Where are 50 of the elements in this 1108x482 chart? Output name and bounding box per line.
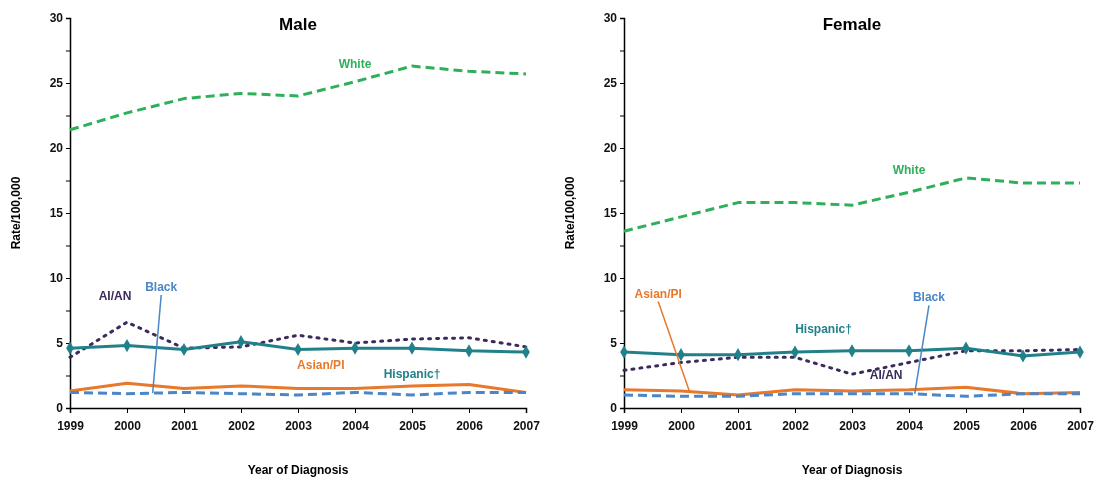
x-axis-title: Year of Diagnosis [801,463,903,477]
y-tick-label: 30 [49,11,64,26]
text: Black [912,290,946,305]
x-tick-label: 2002 [228,419,256,434]
x-tick-label: 2007 [1067,419,1095,434]
x-tick-label: 2003 [839,419,867,434]
y-tick-label: 15 [49,206,64,221]
series-label: Hispanic† [383,367,441,382]
x-tick-label: 2004 [342,419,370,434]
y-tick-label: 25 [49,76,64,91]
y-axis-title: Rate/100,000 [563,176,577,250]
series-label: Asian/PI [297,357,345,372]
line-series [68,320,528,359]
x-tick-label: 2002 [782,419,810,434]
x-tick-label: 2006 [456,419,484,434]
x-tick-label: 1999 [57,419,85,434]
text: Asian/PI [634,286,682,301]
series-label: White [892,163,926,178]
y-axis-title: Rate/100,000 [9,176,23,250]
y-tick-label: 20 [49,141,64,156]
y-tick-label: 15 [603,206,618,221]
y-tick-label: 5 [610,336,618,351]
y-tick-label: 0 [610,401,618,416]
x-tick-label: 2005 [399,419,427,434]
x-tick-label: 1999 [611,419,639,434]
x-tick-label: 2000 [668,419,696,434]
y-tick-label: 10 [603,271,618,286]
chart-title: Male [279,15,317,34]
text: Black [145,280,178,294]
y-tick-label: 25 [603,76,618,91]
x-axis-title: Year of Diagnosis [247,463,349,477]
y-tick-label: 20 [603,141,618,156]
line-series [622,176,1082,233]
series-label: AI/AN [98,289,132,304]
x-tick-label: 2005 [953,419,981,434]
x-tick-label: 2000 [114,419,142,434]
series-label: AI/AN [869,368,903,383]
y-tick-label: 0 [56,401,64,416]
y-tick-label: 30 [603,11,618,26]
chart-title: Female [822,15,882,34]
x-tick-label: 2001 [171,419,199,434]
y-tick-label: 5 [56,336,64,351]
x-tick-label: 2004 [896,419,924,434]
x-tick-label: 2006 [1010,419,1038,434]
x-tick-label: 2003 [285,419,313,434]
x-tick-label: 2007 [513,419,541,434]
y-tick-label: 10 [49,271,64,286]
x-tick-label: 2001 [725,419,753,434]
series-label: Hispanic† [795,322,852,337]
series-label: White [338,56,372,71]
